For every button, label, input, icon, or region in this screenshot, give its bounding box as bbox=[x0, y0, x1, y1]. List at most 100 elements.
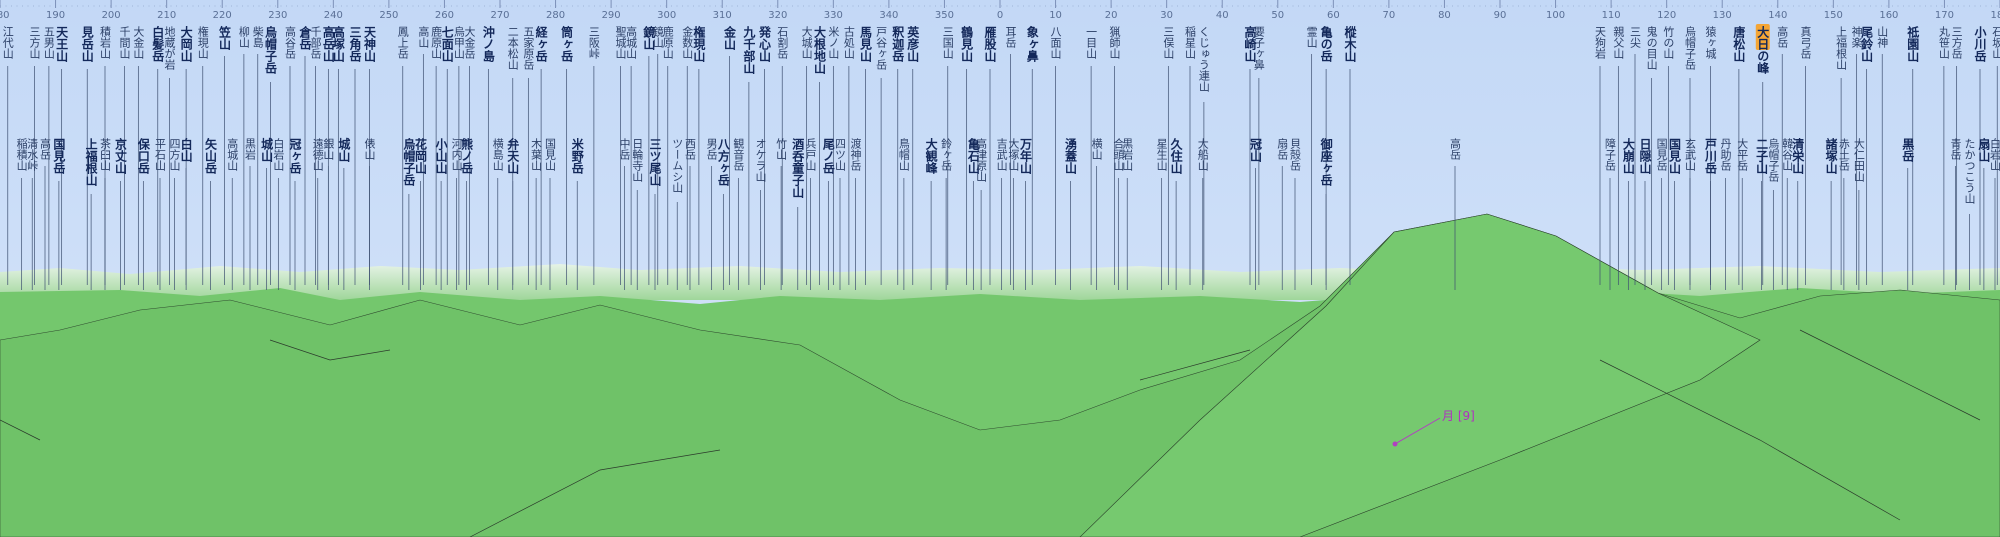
tick-label: 200 bbox=[102, 10, 121, 21]
peak-name: 八方ヶ岳 bbox=[716, 138, 730, 187]
peak-name: 高岳 bbox=[1776, 25, 1789, 48]
peak-name: 戸谷ヶ岳 bbox=[875, 26, 888, 70]
peak-name: 渡神岳 bbox=[849, 137, 862, 171]
tick-label: 300 bbox=[657, 10, 676, 21]
peak-name: 三方山 bbox=[28, 26, 41, 59]
peak-name: 権現山 bbox=[692, 25, 706, 63]
tick-label: 330 bbox=[824, 10, 843, 21]
peak-name: 白山 bbox=[179, 137, 193, 163]
tick-label: 310 bbox=[713, 10, 732, 21]
peak-name: 中岳 bbox=[618, 138, 631, 160]
ridge-lines bbox=[0, 329, 1981, 537]
peak-name: 雁股山 bbox=[983, 26, 997, 63]
tick-label: 110 bbox=[1602, 10, 1621, 21]
peak-name: 玄武山 bbox=[1684, 137, 1697, 171]
peak-name: 三国山 bbox=[941, 26, 954, 59]
peak-name: 弁天山 bbox=[506, 137, 520, 175]
peak-name: 柳山 bbox=[237, 25, 250, 48]
main-mountain bbox=[1079, 213, 1761, 537]
tick-label: 290 bbox=[602, 10, 621, 21]
tick-label: 120 bbox=[1657, 10, 1676, 21]
peak-name: 黒岳 bbox=[1901, 138, 1915, 163]
peak-name: 二本松山 bbox=[506, 26, 519, 70]
peak-name: 親父山 bbox=[1612, 26, 1625, 59]
peak-name: 大船山 bbox=[1196, 137, 1209, 171]
peak-name: 笠山 bbox=[217, 25, 231, 51]
peak-name: 烏帽子岳 bbox=[402, 137, 416, 187]
peak-name: 清水峠 bbox=[26, 138, 39, 172]
tick-label: 350 bbox=[935, 10, 954, 21]
peak-name: 千間山 bbox=[118, 26, 131, 59]
bearing-scale: 1801902002102202302402502602702802903003… bbox=[0, 0, 2000, 21]
peak-name: 象ヶ鼻 bbox=[1025, 25, 1039, 63]
peak-name: 石割岳 bbox=[776, 26, 789, 59]
tick-label: 340 bbox=[879, 10, 898, 21]
peak-name: 国見山 bbox=[544, 138, 557, 171]
peak-name: 御座ヶ岳 bbox=[1319, 137, 1333, 187]
peak-name: 赤土岳 bbox=[1837, 138, 1850, 171]
tick-label: 270 bbox=[490, 10, 509, 21]
peak-name: 倉岳 bbox=[298, 25, 312, 51]
peak-name: 兵戸山 bbox=[804, 138, 817, 171]
peak-name: 四ツ山 bbox=[834, 138, 847, 171]
peak-name: 七面山 bbox=[440, 26, 454, 63]
peak-name: 一目山 bbox=[1085, 26, 1098, 59]
moon-label: 月 [9] bbox=[1442, 409, 1475, 423]
tick-label: 30 bbox=[1160, 10, 1173, 21]
peak-name: 烏甲山 bbox=[452, 25, 465, 59]
peak-name: 国見岳 bbox=[52, 138, 66, 175]
peak-name: 大塚山 bbox=[1007, 137, 1020, 171]
peak-name: 亀の岳 bbox=[1319, 25, 1333, 63]
peak-name: 四方山 bbox=[168, 138, 181, 171]
peak-name: 丹助岳 bbox=[1719, 138, 1732, 171]
peak-name: 障子岳 bbox=[1604, 137, 1617, 171]
peak-name: 保口岳 bbox=[136, 137, 150, 175]
peak-name: 木葉山 bbox=[530, 138, 543, 171]
peak-name: 英彦山 bbox=[906, 25, 920, 63]
tick-label: 280 bbox=[546, 10, 565, 21]
peak-name: 上福根山 bbox=[1835, 26, 1848, 70]
peak-name: 霊山 bbox=[1305, 26, 1318, 48]
peak-name: 黒岩山 bbox=[1121, 138, 1134, 171]
peak-name: 扇岳 bbox=[1276, 137, 1289, 160]
tick-label: 70 bbox=[1383, 10, 1396, 21]
peak-name: 馬見山 bbox=[859, 26, 873, 63]
peak-name: 丸笹山 bbox=[1937, 26, 1950, 59]
peak-name: 白岩山 bbox=[272, 137, 285, 171]
peak-labels: 江代山 三方山 五男山 天王山 見岳山 積岩山 千間山 大金山 白髪岳地蔵が岩 大岡山 権現山 笠山柳… bbox=[1, 24, 2000, 290]
peak-name: 観音岳 bbox=[732, 137, 745, 171]
peak-name: たかつこう山 bbox=[1963, 138, 1976, 204]
peak-name: 万年山 bbox=[1019, 138, 1033, 175]
peak-name: 稲積山 bbox=[15, 138, 28, 171]
peak-name: 銀山 bbox=[322, 137, 335, 160]
tick-label: 0 bbox=[997, 10, 1003, 21]
peak-name: 吉武山 bbox=[995, 138, 1008, 171]
peak-name: 柴島 bbox=[251, 25, 264, 49]
peak-name: 金数山 bbox=[681, 25, 694, 59]
peak-name: 八面山 bbox=[1049, 26, 1062, 59]
peak-name: 大平岳 bbox=[1736, 137, 1749, 171]
tick-label: 40 bbox=[1216, 10, 1229, 21]
peak-name: 尾ノ岳 bbox=[821, 138, 835, 175]
peak-name: 千部岳 bbox=[309, 26, 322, 59]
peak-name: 熊ノ岳 bbox=[460, 137, 474, 175]
peak-name: 合頭山 bbox=[1112, 137, 1125, 171]
peak-name: 戸川岳 bbox=[1704, 138, 1718, 175]
peak-name: 韓谷山 bbox=[1781, 138, 1794, 171]
peak-name: 諸塚山 bbox=[1824, 137, 1838, 175]
peak-name: 三方岳 bbox=[1950, 26, 1963, 59]
peak-name: 祗園山 bbox=[1906, 25, 1920, 63]
peak-name: 冠山 bbox=[1249, 138, 1263, 163]
peak-name: 江代山 bbox=[1, 26, 14, 59]
terrain bbox=[0, 213, 2000, 537]
peak-name: 三ツ尾山 bbox=[648, 138, 662, 187]
tick-label: 260 bbox=[435, 10, 454, 21]
peak-name: 大根地山 bbox=[812, 25, 826, 75]
peak-name: 高城山 bbox=[625, 25, 638, 59]
peak-name: 神楽 bbox=[1850, 25, 1863, 49]
peak-name: 黒岩 bbox=[244, 138, 257, 161]
peak-name: 大金岳 bbox=[463, 25, 476, 59]
peak-name: 高塚山 bbox=[331, 25, 345, 63]
peak-name: 白髪岳 bbox=[151, 25, 165, 63]
